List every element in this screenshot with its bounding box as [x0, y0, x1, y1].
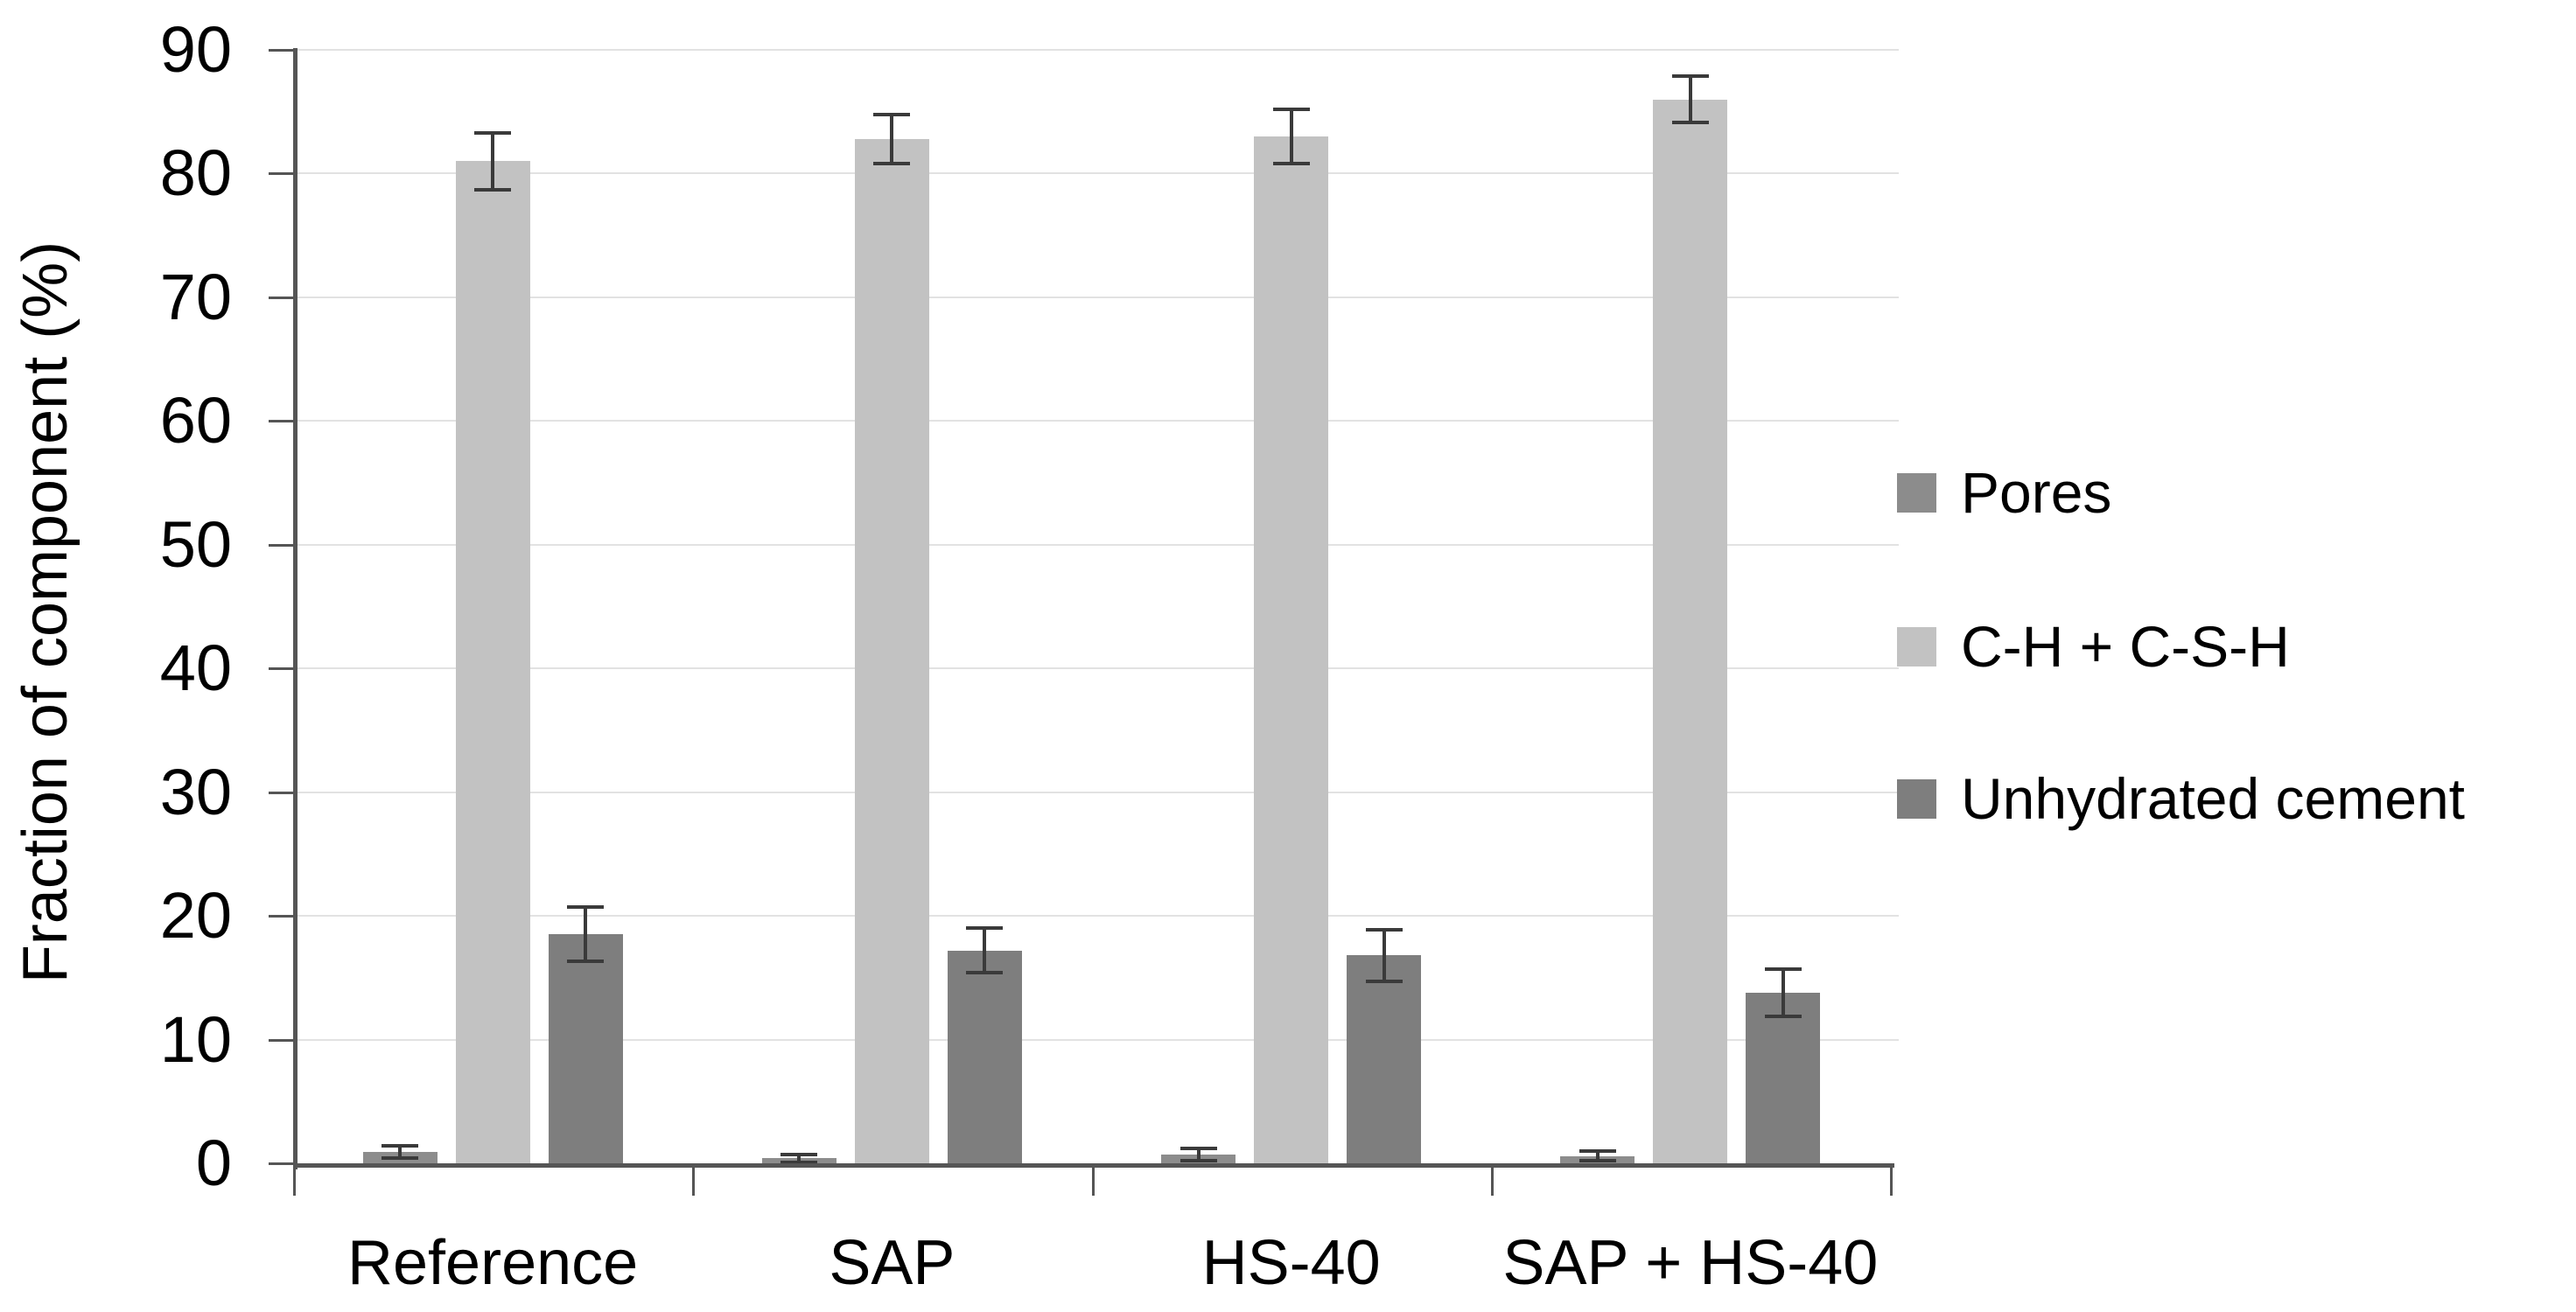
- error-bar-line-c-h-c-s-h-reference: [491, 132, 495, 190]
- gridline: [293, 420, 1899, 422]
- error-bar-line-unhydrated-cement-hs-40: [1382, 929, 1386, 982]
- x-category-label-hs-40: HS-40: [1201, 1228, 1381, 1298]
- bar-unhydrated-cement-reference: [548, 934, 623, 1163]
- bar-c-h-c-s-h-hs-40: [1254, 136, 1329, 1163]
- y-tick-label-80: 80: [159, 136, 232, 210]
- error-bar-cap-bottom-c-h-c-s-h-hs-40: [1272, 162, 1310, 166]
- error-bar-line-pores-reference: [398, 1146, 402, 1159]
- x-axis-boundary-tick: [1091, 1168, 1095, 1196]
- error-bar-cap-top-pores-hs-40: [1180, 1147, 1217, 1151]
- error-bar-cap-bottom-unhydrated-cement-sap-hs-40: [1764, 1014, 1802, 1018]
- gridline: [293, 1038, 1899, 1041]
- error-bar-line-c-h-c-s-h-sap-hs-40: [1688, 75, 1692, 123]
- y-tick-label-50: 50: [159, 507, 232, 581]
- legend-item-pores: Pores: [1897, 464, 2111, 521]
- gridline: [293, 791, 1899, 793]
- error-bar-cap-top-c-h-c-s-h-sap-hs-40: [1671, 73, 1709, 78]
- legend-label-ch-csh: C-H + C-S-H: [1961, 614, 2290, 679]
- error-bar-cap-top-pores-sap: [780, 1153, 818, 1157]
- y-tick-label-60: 60: [159, 384, 232, 457]
- legend-item-ch-csh: C-H + C-S-H: [1897, 618, 2290, 675]
- error-bar-cap-bottom-pores-reference: [382, 1156, 419, 1161]
- legend-label-pores: Pores: [1961, 460, 2112, 525]
- y-axis-tick: [269, 420, 293, 423]
- gridline: [293, 49, 1899, 51]
- y-tick-label-40: 40: [159, 632, 232, 705]
- error-bar-cap-bottom-pores-hs-40: [1180, 1159, 1217, 1163]
- error-bar-cap-top-pores-reference: [382, 1144, 419, 1148]
- y-axis-tick: [269, 791, 293, 794]
- error-bar-cap-top-c-h-c-s-h-hs-40: [1272, 107, 1310, 111]
- gridline: [293, 543, 1899, 546]
- y-axis-line: [293, 48, 298, 1169]
- y-axis-tick: [269, 172, 293, 176]
- bar-c-h-c-s-h-sap: [854, 138, 929, 1163]
- y-tick-label-70: 70: [159, 260, 232, 333]
- error-bar-cap-bottom-c-h-c-s-h-sap: [873, 162, 911, 166]
- error-bar-line-unhydrated-cement-sap: [983, 928, 987, 974]
- error-bar-cap-top-unhydrated-cement-hs-40: [1365, 927, 1403, 932]
- error-bar-cap-bottom-c-h-c-s-h-reference: [474, 187, 512, 192]
- error-bar-cap-bottom-pores-sap: [780, 1160, 818, 1164]
- y-axis-tick: [269, 49, 293, 52]
- gridline: [293, 296, 1899, 298]
- y-tick-label-10: 10: [159, 1002, 232, 1076]
- x-axis-boundary-tick: [1890, 1168, 1893, 1196]
- legend-item-unhydrated-cement: Unhydrated cement: [1897, 770, 2465, 827]
- error-bar-cap-bottom-unhydrated-cement-reference: [567, 960, 605, 964]
- x-category-label-reference: Reference: [347, 1228, 639, 1298]
- error-bar-cap-bottom-unhydrated-cement-hs-40: [1365, 980, 1403, 984]
- bar-unhydrated-cement-sap: [947, 950, 1022, 1163]
- y-tick-label-90: 90: [159, 13, 232, 86]
- error-bar-cap-bottom-unhydrated-cement-sap: [966, 971, 1004, 975]
- error-bar-line-pores-sap-hs-40: [1595, 1150, 1600, 1162]
- x-axis-line: [293, 1163, 1894, 1168]
- error-bar-line-c-h-c-s-h-sap: [890, 114, 894, 164]
- y-axis-tick: [269, 1038, 293, 1042]
- error-bar-cap-top-c-h-c-s-h-reference: [474, 130, 512, 135]
- error-bar-line-pores-sap: [797, 1155, 802, 1162]
- y-tick-label-0: 0: [195, 1127, 232, 1199]
- error-bar-cap-top-unhydrated-cement-sap-hs-40: [1764, 967, 1802, 971]
- x-axis-boundary-tick: [293, 1168, 296, 1196]
- error-bar-cap-bottom-pores-sap-hs-40: [1578, 1159, 1616, 1163]
- error-bar-cap-top-unhydrated-cement-sap: [966, 926, 1004, 931]
- bar-unhydrated-cement-sap-hs-40: [1746, 992, 1821, 1163]
- y-axis-tick: [269, 296, 293, 299]
- y-axis-tick: [269, 543, 293, 547]
- y-tick-label-30: 30: [159, 755, 232, 828]
- bar-c-h-c-s-h-sap-hs-40: [1653, 99, 1728, 1163]
- error-bar-cap-bottom-c-h-c-s-h-sap-hs-40: [1671, 121, 1709, 125]
- x-axis-boundary-tick: [692, 1168, 696, 1196]
- error-bar-line-c-h-c-s-h-hs-40: [1289, 108, 1293, 164]
- gridline: [293, 667, 1899, 670]
- legend-swatch-ch-csh: [1897, 626, 1936, 666]
- bar-c-h-c-s-h-reference: [455, 161, 530, 1163]
- error-bar-line-pores-hs-40: [1196, 1148, 1200, 1162]
- legend-swatch-unhydrated-cement: [1897, 778, 1936, 819]
- error-bar-cap-top-unhydrated-cement-reference: [567, 905, 605, 910]
- x-axis-boundary-tick: [1490, 1168, 1494, 1196]
- error-bar-cap-top-pores-sap-hs-40: [1578, 1148, 1616, 1153]
- error-bar-cap-top-c-h-c-s-h-sap: [873, 112, 911, 116]
- bar-unhydrated-cement-hs-40: [1347, 955, 1422, 1163]
- y-axis-tick: [269, 667, 293, 671]
- gridline: [293, 172, 1899, 175]
- x-category-label-sap: SAP: [829, 1228, 956, 1298]
- x-category-label-sap-hs-40: SAP + HS-40: [1502, 1228, 1879, 1298]
- y-axis-tick: [269, 915, 293, 918]
- gridline: [293, 915, 1899, 918]
- legend-swatch-pores: [1897, 472, 1936, 513]
- y-axis-tick: [269, 1162, 293, 1165]
- y-tick-label-20: 20: [159, 879, 232, 953]
- legend-label-unhydrated-cement: Unhydrated cement: [1961, 766, 2465, 831]
- error-bar-line-unhydrated-cement-sap-hs-40: [1781, 968, 1785, 1016]
- error-bar-line-unhydrated-cement-reference: [584, 907, 588, 962]
